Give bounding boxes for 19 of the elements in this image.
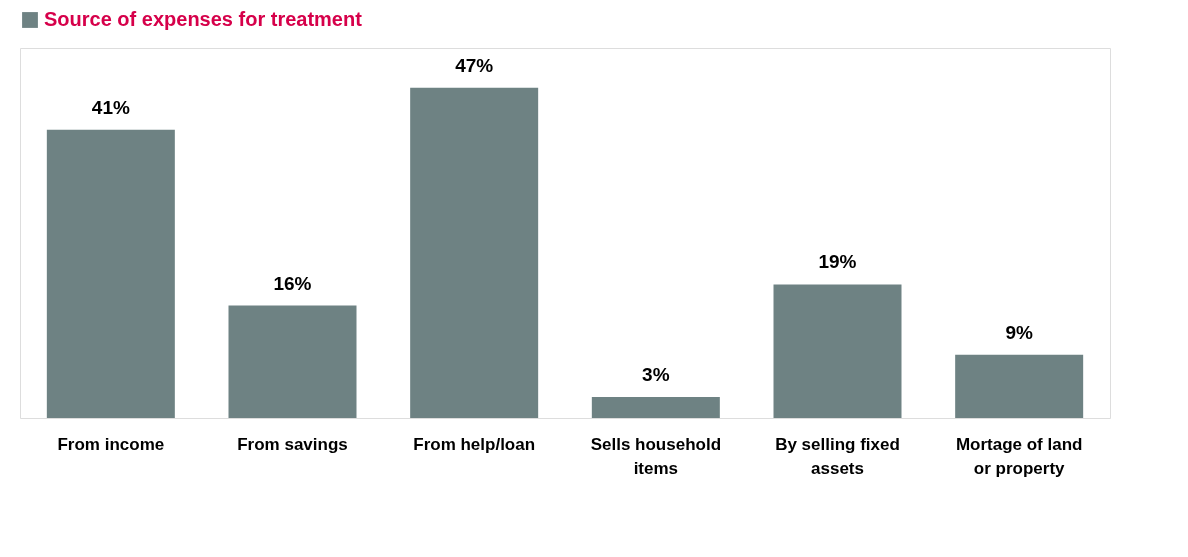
- data-label: 47%: [455, 54, 494, 76]
- x-tick-label: Mortage of land or property: [955, 434, 1083, 478]
- x-tick-label: Sells household items: [590, 434, 722, 478]
- data-label: 3%: [642, 363, 670, 385]
- data-label: 41%: [91, 96, 130, 118]
- bar: [410, 87, 539, 418]
- x-tick-label: From income: [57, 434, 165, 454]
- data-label: 9%: [1005, 321, 1033, 343]
- x-tick-label: By selling fixed assets: [775, 434, 900, 478]
- bar: [591, 396, 720, 418]
- legend-label: Source of expenses for treatment: [44, 8, 363, 30]
- x-tick-label: From savings: [237, 434, 348, 454]
- x-tick-label: From help/loan: [413, 434, 536, 454]
- bar: [955, 354, 1084, 418]
- bar: [773, 284, 902, 418]
- data-label: 19%: [818, 251, 857, 273]
- bar: [228, 305, 357, 418]
- bar: [46, 129, 175, 418]
- data-label: 16%: [273, 272, 312, 294]
